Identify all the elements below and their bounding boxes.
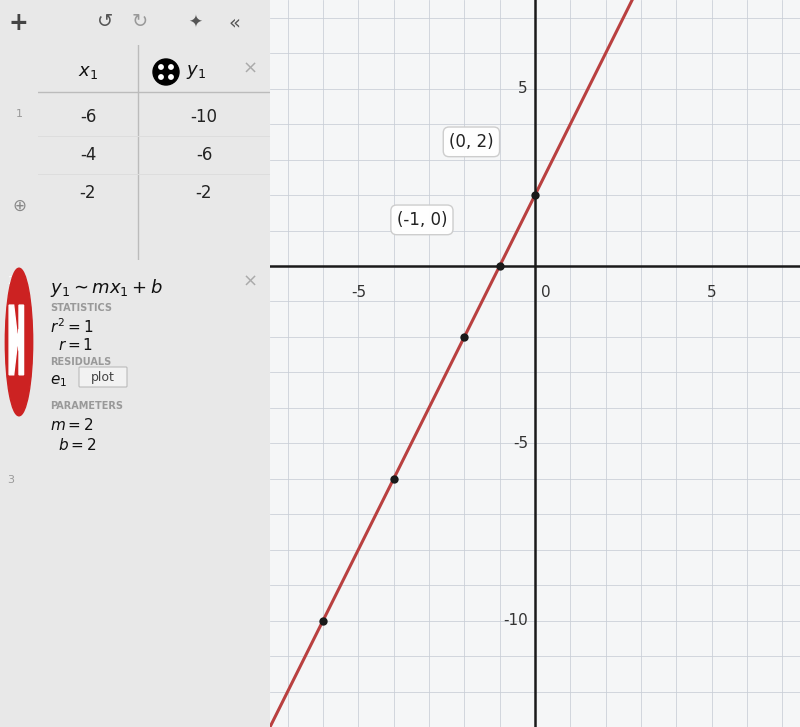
Text: $r^2 = 1$: $r^2 = 1$ xyxy=(50,317,94,336)
Text: -6: -6 xyxy=(80,108,96,126)
Polygon shape xyxy=(9,305,23,375)
Text: -5: -5 xyxy=(513,435,528,451)
Text: 3: 3 xyxy=(7,475,14,486)
Text: ↺: ↺ xyxy=(97,12,113,31)
Text: $r = 1$: $r = 1$ xyxy=(58,337,94,353)
Text: $y_1 \sim mx_1 + b$: $y_1 \sim mx_1 + b$ xyxy=(50,277,163,299)
Circle shape xyxy=(169,75,173,79)
Text: -2: -2 xyxy=(80,184,96,202)
Circle shape xyxy=(158,65,163,69)
Text: $b = 2$: $b = 2$ xyxy=(58,437,97,453)
Text: -10: -10 xyxy=(190,108,218,126)
Text: plot: plot xyxy=(91,371,115,384)
Text: 1: 1 xyxy=(15,109,22,119)
Text: -10: -10 xyxy=(503,613,528,628)
Text: 0: 0 xyxy=(542,286,551,300)
Text: $y_1$: $y_1$ xyxy=(186,63,206,81)
Text: $m = 2$: $m = 2$ xyxy=(50,417,94,433)
Text: RESIDUALS: RESIDUALS xyxy=(50,357,111,367)
Text: «: « xyxy=(229,14,241,33)
Text: -4: -4 xyxy=(80,146,96,164)
Text: PARAMETERS: PARAMETERS xyxy=(50,401,123,411)
Text: ×: × xyxy=(243,273,258,291)
Text: ⊕: ⊕ xyxy=(12,197,26,215)
Circle shape xyxy=(6,268,33,416)
Text: (0, 2): (0, 2) xyxy=(449,133,494,151)
Text: -6: -6 xyxy=(196,146,212,164)
Circle shape xyxy=(158,75,163,79)
Text: +: + xyxy=(8,11,28,35)
Circle shape xyxy=(153,59,179,85)
Text: $e_1$: $e_1$ xyxy=(50,373,67,389)
Text: -5: -5 xyxy=(350,286,366,300)
Text: 5: 5 xyxy=(518,81,528,96)
Circle shape xyxy=(169,65,173,69)
Text: (-1, 0): (-1, 0) xyxy=(397,211,447,229)
Text: ↻: ↻ xyxy=(132,12,148,31)
Text: STATISTICS: STATISTICS xyxy=(50,303,112,313)
Text: 5: 5 xyxy=(707,286,717,300)
Text: $x_1$: $x_1$ xyxy=(78,63,98,81)
Text: 2: 2 xyxy=(7,276,14,286)
FancyBboxPatch shape xyxy=(79,367,127,387)
Text: ×: × xyxy=(243,60,258,78)
Text: ✦: ✦ xyxy=(188,14,202,32)
Text: -2: -2 xyxy=(196,184,212,202)
